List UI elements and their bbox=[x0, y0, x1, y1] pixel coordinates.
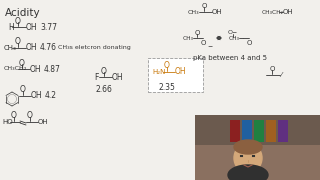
Text: OH: OH bbox=[212, 9, 223, 15]
Text: O: O bbox=[15, 37, 21, 46]
Text: HO: HO bbox=[2, 119, 12, 125]
Text: 4.2: 4.2 bbox=[45, 91, 57, 100]
Bar bbox=[242, 120, 252, 142]
Text: H₂N: H₂N bbox=[152, 69, 165, 75]
Text: 4.76: 4.76 bbox=[40, 44, 57, 53]
Text: CH₃CH₂: CH₃CH₂ bbox=[262, 10, 284, 15]
Text: 3.77: 3.77 bbox=[40, 22, 57, 32]
Text: CH₃: CH₃ bbox=[4, 45, 17, 51]
Text: 2.66: 2.66 bbox=[96, 84, 112, 93]
Text: O: O bbox=[101, 66, 107, 75]
Text: O: O bbox=[201, 3, 207, 9]
Text: O: O bbox=[269, 66, 275, 72]
Bar bbox=[278, 120, 288, 142]
Text: OH: OH bbox=[112, 73, 124, 82]
Text: ⁄: ⁄ bbox=[280, 72, 281, 78]
Text: O: O bbox=[246, 40, 252, 46]
Text: OH: OH bbox=[283, 9, 294, 15]
Text: O: O bbox=[164, 62, 170, 71]
Text: O: O bbox=[194, 30, 200, 36]
Text: CH₃: CH₃ bbox=[188, 10, 200, 15]
Text: OH: OH bbox=[26, 22, 38, 32]
Text: OH: OH bbox=[26, 44, 38, 53]
Ellipse shape bbox=[234, 140, 262, 154]
Text: O: O bbox=[27, 111, 33, 120]
Text: CH₃CH₂: CH₃CH₂ bbox=[4, 66, 27, 71]
Bar bbox=[254, 120, 264, 142]
Text: F: F bbox=[94, 73, 98, 82]
Text: OH: OH bbox=[175, 68, 187, 76]
Text: OH: OH bbox=[31, 91, 43, 100]
Bar bbox=[195, 115, 320, 180]
Text: O: O bbox=[200, 40, 206, 46]
Bar bbox=[148, 58, 203, 92]
Text: 4.87: 4.87 bbox=[44, 64, 61, 73]
Text: O: O bbox=[15, 17, 21, 26]
Text: O: O bbox=[11, 111, 17, 120]
Text: O: O bbox=[20, 86, 26, 94]
Text: H: H bbox=[8, 22, 14, 32]
Text: OH: OH bbox=[38, 119, 49, 125]
Bar bbox=[266, 120, 276, 142]
Text: −: − bbox=[207, 44, 212, 48]
Text: 2.35: 2.35 bbox=[159, 82, 175, 91]
Text: CH₃: CH₃ bbox=[183, 35, 194, 40]
Bar bbox=[230, 120, 240, 142]
Ellipse shape bbox=[234, 143, 262, 173]
Text: Acidity: Acidity bbox=[5, 8, 41, 18]
Text: CH₃s eletcron donating: CH₃s eletcron donating bbox=[58, 46, 131, 51]
Text: O−: O− bbox=[228, 30, 238, 35]
Bar bbox=[195, 115, 320, 145]
Text: OH: OH bbox=[30, 64, 42, 73]
Ellipse shape bbox=[228, 165, 268, 180]
Text: CH₃: CH₃ bbox=[229, 35, 240, 40]
Text: O: O bbox=[19, 58, 25, 68]
Text: pKa between 4 and 5: pKa between 4 and 5 bbox=[193, 55, 267, 61]
